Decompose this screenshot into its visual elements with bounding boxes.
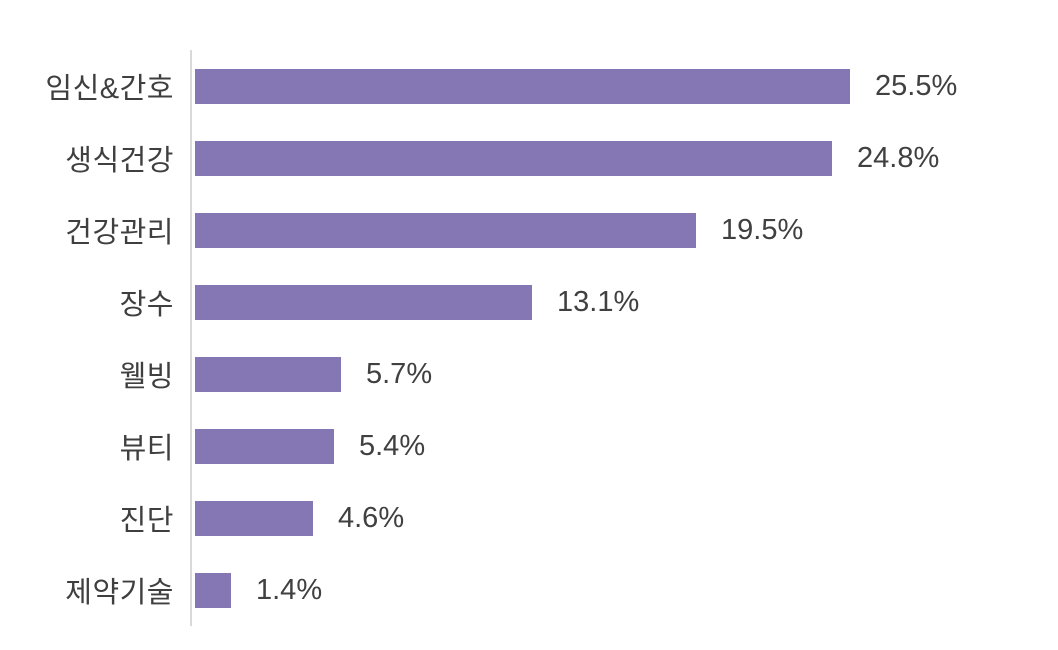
plot-cell: 5.7%: [190, 338, 1058, 410]
value-label: 24.8%: [857, 141, 940, 174]
bar: [195, 140, 832, 176]
category-label: 웰빙: [119, 361, 174, 393]
bar: [195, 68, 850, 104]
chart-row: 임신&간호 25.5%: [0, 50, 1058, 122]
value-label: 5.7%: [366, 357, 433, 390]
value-label: 13.1%: [557, 285, 640, 318]
category-label: 생식건강: [65, 145, 174, 177]
chart-row: 제약기술 1.4%: [0, 554, 1058, 626]
category-label: 장수: [119, 289, 174, 321]
plot-cell: 13.1%: [190, 266, 1058, 338]
chart-row: 진단 4.6%: [0, 482, 1058, 554]
category-label: 건강관리: [65, 217, 174, 249]
bar: [195, 212, 696, 248]
value-label: 25.5%: [875, 69, 958, 102]
chart-row: 건강관리 19.5%: [0, 194, 1058, 266]
bar: [195, 500, 313, 536]
plot-cell: 25.5%: [190, 50, 1058, 122]
bar-chart: 임신&간호 25.5% 생식건강 24.8% 건강관리 19.5% 장수 13.1% 웰빙 5.7…: [0, 50, 1058, 626]
plot-cell: 19.5%: [190, 194, 1058, 266]
category-label: 제약기술: [65, 577, 174, 609]
chart-row: 웰빙 5.7%: [0, 338, 1058, 410]
chart-row: 뷰티 5.4%: [0, 410, 1058, 482]
bar: [195, 356, 341, 392]
plot-cell: 1.4%: [190, 554, 1058, 626]
category-label: 임신&간호: [45, 73, 174, 105]
value-label: 4.6%: [338, 501, 405, 534]
value-label: 5.4%: [359, 429, 426, 462]
plot-area: 임신&간호 25.5% 생식건강 24.8% 건강관리 19.5% 장수 13.1% 웰빙 5.7…: [0, 50, 1058, 626]
plot-cell: 24.8%: [190, 122, 1058, 194]
bar: [195, 428, 334, 464]
category-label: 뷰티: [119, 433, 174, 465]
bar: [195, 284, 532, 320]
plot-cell: 4.6%: [190, 482, 1058, 554]
plot-cell: 5.4%: [190, 410, 1058, 482]
bar: [195, 572, 231, 608]
chart-row: 생식건강 24.8%: [0, 122, 1058, 194]
value-label: 19.5%: [721, 213, 804, 246]
value-label: 1.4%: [256, 573, 323, 606]
category-label: 진단: [119, 505, 174, 537]
chart-row: 장수 13.1%: [0, 266, 1058, 338]
